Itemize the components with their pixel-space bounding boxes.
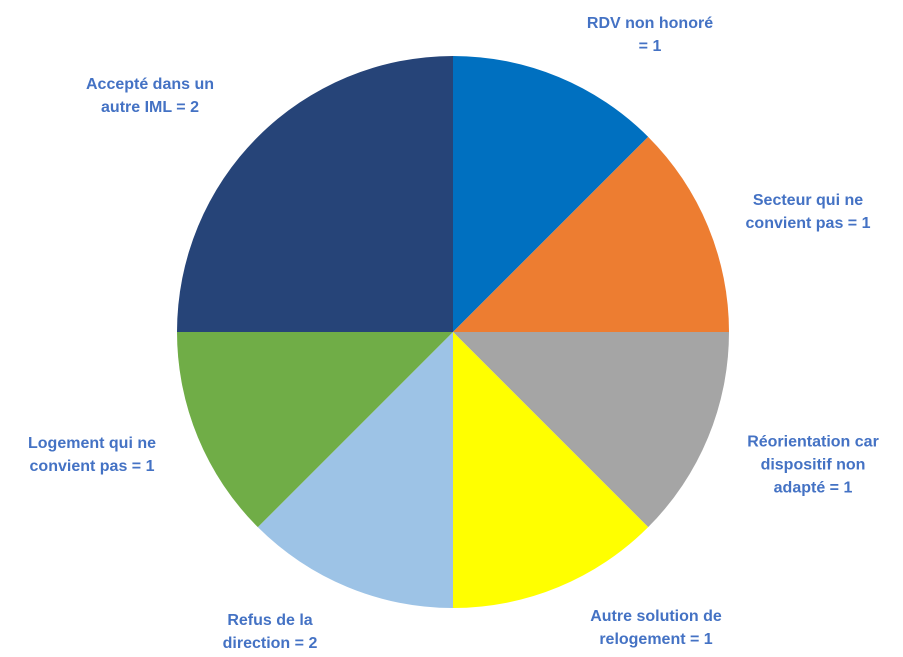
pie-slice bbox=[453, 136, 729, 332]
pie-slice bbox=[257, 332, 453, 608]
pie-slice bbox=[177, 56, 453, 332]
pie-slice bbox=[453, 56, 649, 332]
slice-label: Secteur qui ne convient pas = 1 bbox=[745, 192, 871, 232]
slice-label: Réorientation car dispositif non adapté … bbox=[747, 433, 879, 497]
slice-label: Autre solution de relogement = 1 bbox=[590, 608, 722, 648]
slice-label: Refus de la direction = 2 bbox=[222, 612, 318, 652]
pie-slice bbox=[453, 332, 729, 528]
pie-slice bbox=[453, 332, 649, 608]
pie-slice bbox=[177, 332, 453, 528]
slice-label: Accepté dans un autre IML = 2 bbox=[85, 76, 215, 116]
slice-label: Logement qui ne convient pas = 1 bbox=[28, 435, 156, 475]
slice-label: RDV non honoré = 1 bbox=[586, 15, 714, 55]
